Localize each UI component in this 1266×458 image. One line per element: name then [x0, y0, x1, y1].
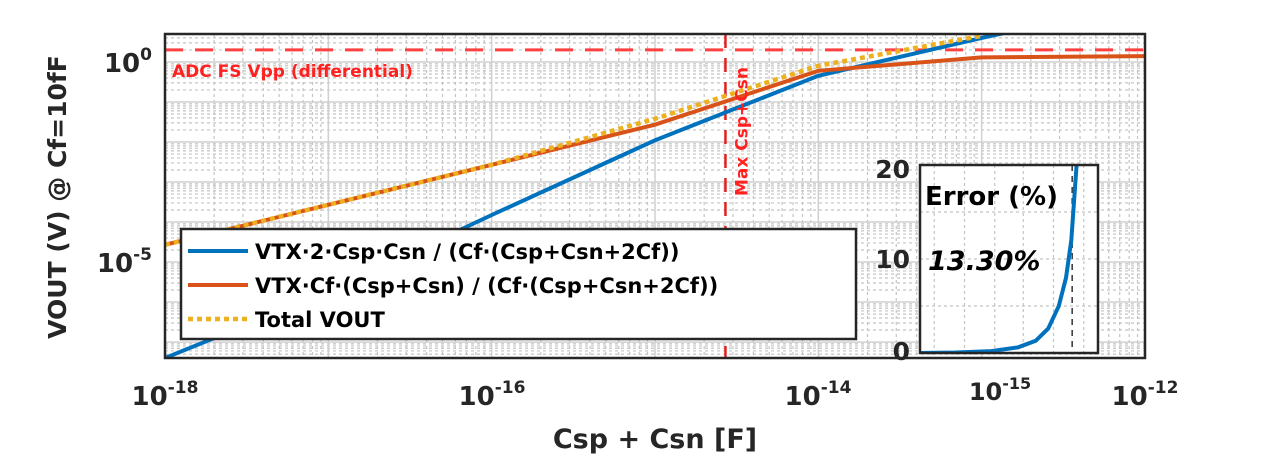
- legend: VTX·2·Csp·Csn / (Cf·(Csp+Csn+2Cf)) VTX·C…: [179, 227, 858, 341]
- inset-y-tick-label: 10: [875, 245, 910, 274]
- legend-label: VTX·Cf·(Csp+Csn) / (Cf·(Csp+Csn+2Cf)): [255, 274, 718, 298]
- inset-frame: [918, 163, 1100, 355]
- y-tick-label: 100: [104, 45, 152, 79]
- inset-title: Error (%): [925, 182, 1058, 212]
- inset-chart: Error (%) 13.30% 20 10 0 10-15: [875, 155, 1100, 406]
- x-tick-labels: 10-18 10-16 10-14 10-12: [132, 378, 1179, 412]
- legend-label: Total VOUT: [255, 308, 385, 332]
- x-axis-label: Csp + Csn [F]: [553, 424, 757, 455]
- legend-label: VTX·2·Csp·Csn / (Cf·(Csp+Csn+2Cf)): [255, 240, 679, 264]
- annotation-adc-fs: ADC FS Vpp (differential): [172, 62, 413, 82]
- x-tick-label: 10-18: [132, 378, 199, 412]
- legend-box: [179, 227, 858, 341]
- inset-y-tick-label: 20: [875, 155, 910, 184]
- series-line-vtx-cf: [165, 54, 1145, 247]
- inset-grid: [920, 165, 1098, 353]
- x-tick-label: 10-14: [785, 378, 852, 412]
- inset-x-tick-label: 10-15: [969, 374, 1031, 406]
- inset-y-tick-label: 0: [893, 337, 910, 366]
- y-axis-label: VOUT (V) @ Cf=10fF: [43, 55, 72, 339]
- y-tick-labels: 100 10-5: [97, 45, 152, 279]
- series-line-total-vout: [165, 34, 983, 247]
- x-tick-label: 10-16: [459, 378, 526, 412]
- inset-marker-label: 13.30%: [928, 246, 1040, 277]
- axes-frame: [163, 32, 1147, 360]
- y-tick-label: 10-5: [97, 245, 152, 279]
- annotation-max-csp-csn: Max Csp+Csn: [732, 67, 752, 196]
- x-tick-label: 10-12: [1112, 378, 1179, 412]
